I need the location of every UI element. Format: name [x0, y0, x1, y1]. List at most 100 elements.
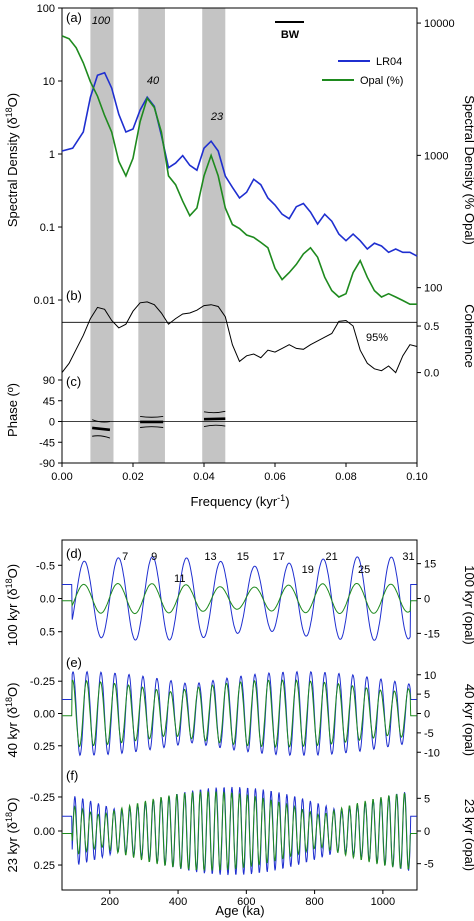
- stage-label-9: 9: [151, 551, 157, 563]
- a-right-tick-label-1: 1000: [424, 150, 448, 162]
- legend-label-lr04: LR04: [376, 56, 402, 68]
- a-right-tick-label-0: 10000: [424, 18, 455, 30]
- d-right-tick-label-2: -15: [424, 628, 440, 640]
- phase-error-upper-0: [92, 419, 111, 423]
- a-left-tick-label-4: 0.01: [34, 295, 55, 307]
- series-line-opal: [61, 35, 417, 305]
- stage-label-21: 21: [326, 551, 338, 563]
- top-frame: [61, 7, 418, 464]
- c-left-tick-label-3: -45: [39, 437, 55, 449]
- c-left-tick-label-2: 0: [49, 417, 55, 429]
- a-left-tick-label-1: 10: [43, 76, 55, 88]
- a-right-tick-label-2: 100: [424, 283, 442, 295]
- c-left-tick-label-1: 45: [43, 396, 55, 408]
- d-right-tick-label-0: 15: [424, 559, 436, 571]
- e-left-tick-label-0: -0.25: [30, 676, 55, 688]
- ylabel-d-left: 100 kyr (δ18O): [4, 564, 20, 646]
- e-right-tick-label-3: -5: [424, 728, 434, 740]
- ylabel-b-right: Coherence: [462, 304, 474, 368]
- filter-lines: [62, 556, 417, 876]
- panel-e-label: (e): [66, 655, 82, 670]
- panel-b-label: (b): [66, 288, 82, 303]
- ylabel-e-right: 40 kyr (opal): [462, 684, 474, 756]
- e-left-tick-label-2: 0.25: [34, 741, 55, 753]
- stage-label-15: 15: [237, 551, 249, 563]
- bottom-ticks: -0.5 0.0 0.5 15 0 -15 -0.25 0.00 0.25 10 5 0 -5 -10 -0…: [30, 551, 440, 908]
- f-right-tick-label-2: -5: [424, 859, 434, 871]
- stage-label-25: 25: [358, 564, 370, 576]
- band-label-40: 40: [147, 75, 160, 87]
- xlabel-age: Age (ka): [215, 903, 264, 918]
- filter-line-d-1: [62, 582, 417, 615]
- e-right-tick-label-1: 5: [424, 689, 430, 701]
- c-left-tick-label-4: -90: [39, 458, 55, 470]
- x-tick-label-2: 0.04: [193, 471, 214, 483]
- band-label-100: 100: [92, 15, 111, 27]
- coherence-line: [61, 301, 418, 374]
- a-left-tick-label-3: 0.1: [40, 222, 55, 234]
- x-tick-label-4: 0.08: [335, 471, 356, 483]
- panel-d-label: (d): [66, 546, 82, 561]
- stage-label-7: 7: [122, 551, 128, 563]
- panel-b-lines: [61, 301, 418, 374]
- shaded-band-0: [90, 8, 114, 463]
- ylabel-c-left: Phase (º): [5, 383, 20, 437]
- bottom-frame: [61, 539, 418, 891]
- d-left-tick-label-2: 0.5: [40, 627, 55, 639]
- stage-label-31: 31: [402, 551, 414, 563]
- f-left-tick-label-2: 0.25: [34, 860, 55, 872]
- spectral-figure: 0.00 0.02 0.04 0.06 0.08 0.101001010.10.01100…: [4, 3, 474, 509]
- d-left-tick-label-0: -0.5: [36, 560, 55, 572]
- top-ticks: 0.00 0.02 0.04 0.06 0.08 0.101001010.10.01100…: [34, 3, 455, 483]
- f-right-tick-label-0: 5: [424, 793, 430, 805]
- phase-segment-0: [92, 426, 111, 432]
- ylabel-d-right: 100 kyr (opal): [462, 565, 474, 644]
- filter-figure: -0.5 0.0 0.5 15 0 -15 -0.25 0.00 0.25 10 5 0 -5 -10 -0…: [4, 539, 474, 918]
- stage-label-19: 19: [302, 564, 314, 576]
- threshold-label: 95%: [366, 332, 388, 344]
- stage-label-17: 17: [273, 551, 285, 563]
- e-left-tick-label-1: 0.00: [34, 709, 55, 721]
- f-right-tick-label-1: 0: [424, 826, 430, 838]
- stage-label-13: 13: [204, 551, 216, 563]
- x-tick-label-5: 0.10: [406, 471, 427, 483]
- e-right-tick-label-0: 10: [424, 670, 436, 682]
- d-right-tick-label-1: 0: [424, 594, 430, 606]
- panel-a-label: (a): [66, 10, 82, 25]
- panel-c-lines: [62, 410, 417, 439]
- age-tick-label-0: 200: [101, 896, 119, 908]
- filter-line-f-1: [62, 791, 417, 871]
- phase-error-upper-2: [203, 410, 226, 414]
- b-right-tick-label-0: 0.5: [424, 321, 439, 333]
- c-left-tick-label-0: 90: [43, 375, 55, 387]
- shaded-band-1: [138, 8, 165, 463]
- band-label-23: 23: [210, 111, 224, 123]
- phase-error-lower-2: [203, 424, 226, 428]
- legend-label-opal: Opal (%): [360, 75, 403, 87]
- age-tick-label-2: 600: [237, 896, 255, 908]
- ylabel-e-left: 40 kyr (δ18O): [4, 682, 20, 757]
- phase-error-upper-1: [140, 415, 164, 418]
- e-right-tick-label-4: -10: [424, 747, 440, 759]
- phase-error-lower-1: [140, 426, 164, 428]
- x-tick-label-0: 0.00: [51, 471, 72, 483]
- age-tick-label-4: 1000: [371, 896, 395, 908]
- ylabel-f-left: 23 kyr (δ18O): [4, 797, 20, 872]
- d-left-tick-label-1: 0.0: [40, 594, 55, 606]
- filter-line-e-1: [62, 679, 417, 749]
- x-tick-label-3: 0.06: [264, 471, 285, 483]
- xlabel-frequency: Frequency (kyr-1): [190, 493, 289, 509]
- panel-a-lines: [61, 35, 418, 305]
- ylabel-a-right: Spectral Density (% Opal): [462, 95, 474, 245]
- e-right-tick-label-2: 0: [424, 709, 430, 721]
- filter-line-d-0: [62, 556, 417, 641]
- a-left-tick-label-0: 100: [37, 3, 55, 15]
- f-left-tick-label-0: -0.25: [30, 792, 55, 804]
- bw-label: BW: [281, 29, 300, 41]
- panel-f-label: (f): [66, 768, 78, 783]
- age-tick-label-3: 800: [305, 896, 323, 908]
- shaded-band-2: [202, 8, 226, 463]
- b-right-tick-label-1: 0.0: [424, 368, 439, 380]
- stage-label-11: 11: [174, 573, 185, 585]
